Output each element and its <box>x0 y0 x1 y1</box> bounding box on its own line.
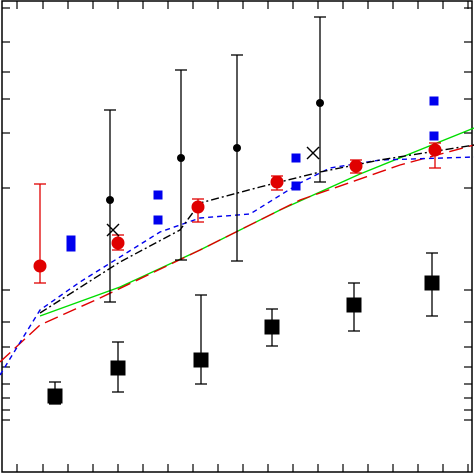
marker <box>270 175 284 189</box>
marker <box>316 99 324 107</box>
marker <box>153 190 163 200</box>
marker <box>153 215 163 225</box>
curve <box>39 127 474 317</box>
marker <box>193 352 209 368</box>
marker <box>191 200 205 214</box>
marker <box>66 235 76 245</box>
marker <box>428 143 442 157</box>
marker <box>429 96 439 106</box>
marker <box>424 275 440 291</box>
marker <box>66 242 76 252</box>
curve <box>39 144 474 314</box>
marker <box>106 223 120 237</box>
marker <box>264 319 280 335</box>
marker <box>291 181 301 191</box>
marker <box>177 154 185 162</box>
marker <box>33 259 47 273</box>
marker <box>106 196 114 204</box>
marker <box>346 297 362 313</box>
curve <box>0 156 474 376</box>
marker <box>233 144 241 152</box>
marker <box>47 388 63 404</box>
marker <box>291 153 301 163</box>
curve <box>0 144 474 363</box>
marker <box>429 131 439 141</box>
marker <box>110 360 126 376</box>
marker <box>306 146 320 160</box>
marker <box>111 236 125 250</box>
marker <box>349 159 363 173</box>
